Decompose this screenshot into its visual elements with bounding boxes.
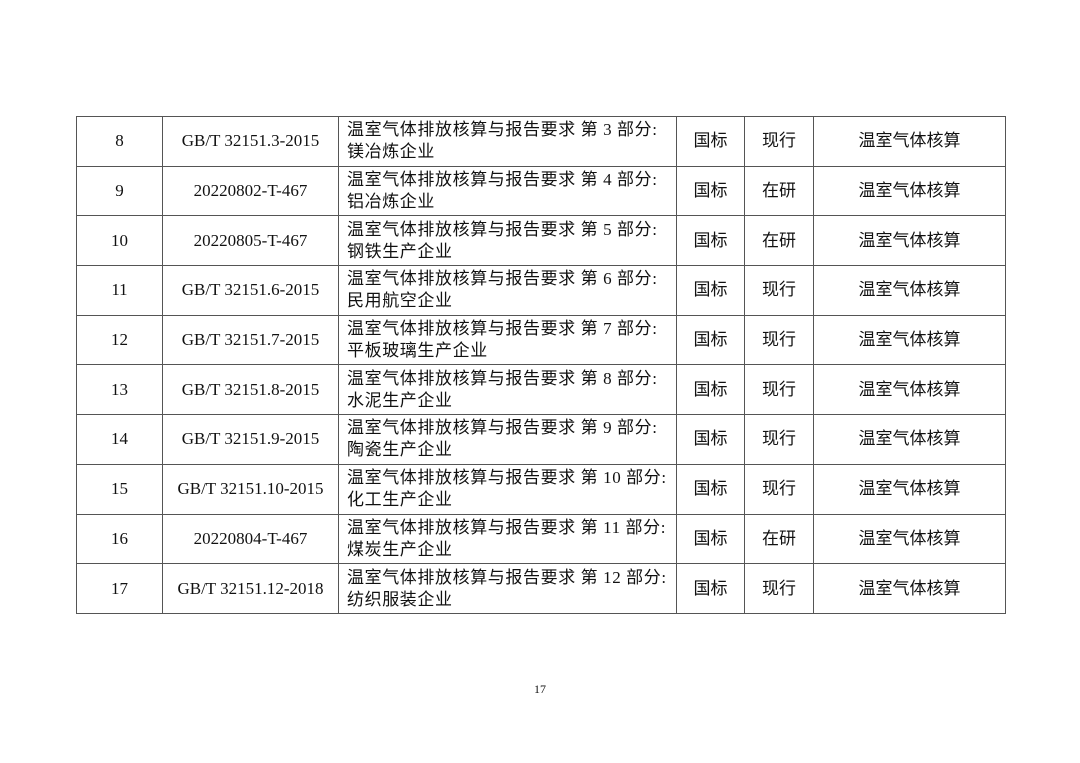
table-row: 8 GB/T 32151.3-2015 温室气体排放核算与报告要求 第 3 部分:镁… bbox=[76, 116, 1006, 167]
row-number: 10 bbox=[76, 215, 163, 267]
standard-type: 国标 bbox=[676, 414, 745, 465]
table-row: 15 GB/T 32151.10-2015 温室气体排放核算与报告要求 第 10 部… bbox=[76, 463, 1006, 515]
standard-code: GB/T 32151.10-2015 bbox=[162, 463, 339, 515]
standard-category: 温室气体核算 bbox=[813, 116, 1006, 167]
standard-title: 温室气体排放核算与报告要求 第 9 部分:陶瓷生产企业 bbox=[338, 414, 677, 465]
standard-code: GB/T 32151.6-2015 bbox=[162, 265, 339, 316]
standard-title: 温室气体排放核算与报告要求 第 10 部分:化工生产企业 bbox=[338, 463, 677, 515]
standard-category: 温室气体核算 bbox=[813, 463, 1006, 515]
row-number: 13 bbox=[76, 364, 163, 416]
table-row: 17 GB/T 32151.12-2018 温室气体排放核算与报告要求 第 12 部… bbox=[76, 563, 1006, 614]
table-row: 16 20220804-T-467 温室气体排放核算与报告要求 第 11 部分:煤炭… bbox=[76, 513, 1006, 565]
standards-table: 8 GB/T 32151.3-2015 温室气体排放核算与报告要求 第 3 部分:镁… bbox=[76, 116, 1006, 614]
standard-code: GB/T 32151.7-2015 bbox=[162, 314, 339, 366]
standard-category: 温室气体核算 bbox=[813, 513, 1006, 565]
standard-status: 现行 bbox=[744, 116, 814, 167]
table-body: 8 GB/T 32151.3-2015 温室气体排放核算与报告要求 第 3 部分:镁… bbox=[76, 116, 1006, 614]
row-number: 16 bbox=[76, 513, 163, 565]
table-row: 11 GB/T 32151.6-2015 温室气体排放核算与报告要求 第 6 部分:… bbox=[76, 265, 1006, 316]
standard-status: 现行 bbox=[744, 265, 814, 316]
standard-title: 温室气体排放核算与报告要求 第 12 部分:纺织服装企业 bbox=[338, 563, 677, 614]
row-number: 14 bbox=[76, 414, 163, 465]
standard-category: 温室气体核算 bbox=[813, 165, 1006, 217]
standard-type: 国标 bbox=[676, 513, 745, 565]
page-number: 17 bbox=[534, 682, 546, 696]
standard-title: 温室气体排放核算与报告要求 第 8 部分:水泥生产企业 bbox=[338, 364, 677, 416]
standard-type: 国标 bbox=[676, 563, 745, 614]
standard-category: 温室气体核算 bbox=[813, 414, 1006, 465]
standard-status: 现行 bbox=[744, 364, 814, 416]
standard-title: 温室气体排放核算与报告要求 第 5 部分:钢铁生产企业 bbox=[338, 215, 677, 267]
standard-title: 温室气体排放核算与报告要求 第 6 部分:民用航空企业 bbox=[338, 265, 677, 316]
row-number: 17 bbox=[76, 563, 163, 614]
table-row: 13 GB/T 32151.8-2015 温室气体排放核算与报告要求 第 8 部分:… bbox=[76, 364, 1006, 416]
row-number: 11 bbox=[76, 265, 163, 316]
row-number: 9 bbox=[76, 165, 163, 217]
table-row: 12 GB/T 32151.7-2015 温室气体排放核算与报告要求 第 7 部分:… bbox=[76, 314, 1006, 366]
standard-status: 现行 bbox=[744, 414, 814, 465]
standard-category: 温室气体核算 bbox=[813, 265, 1006, 316]
standard-status: 在研 bbox=[744, 513, 814, 565]
standard-type: 国标 bbox=[676, 463, 745, 515]
standard-category: 温室气体核算 bbox=[813, 215, 1006, 267]
standard-code: GB/T 32151.8-2015 bbox=[162, 364, 339, 416]
standard-type: 国标 bbox=[676, 364, 745, 416]
standard-title: 温室气体排放核算与报告要求 第 11 部分:煤炭生产企业 bbox=[338, 513, 677, 565]
standard-title: 温室气体排放核算与报告要求 第 3 部分:镁冶炼企业 bbox=[338, 116, 677, 167]
standard-code: 20220805-T-467 bbox=[162, 215, 339, 267]
standard-category: 温室气体核算 bbox=[813, 563, 1006, 614]
standard-type: 国标 bbox=[676, 215, 745, 267]
row-number: 12 bbox=[76, 314, 163, 366]
table-row: 14 GB/T 32151.9-2015 温室气体排放核算与报告要求 第 9 部分:… bbox=[76, 414, 1006, 465]
standard-code: GB/T 32151.9-2015 bbox=[162, 414, 339, 465]
standard-code: 20220802-T-467 bbox=[162, 165, 339, 217]
row-number: 8 bbox=[76, 116, 163, 167]
standard-type: 国标 bbox=[676, 314, 745, 366]
standard-title: 温室气体排放核算与报告要求 第 4 部分:铝冶炼企业 bbox=[338, 165, 677, 217]
row-number: 15 bbox=[76, 463, 163, 515]
standard-code: GB/T 32151.12-2018 bbox=[162, 563, 339, 614]
standard-code: 20220804-T-467 bbox=[162, 513, 339, 565]
standard-title: 温室气体排放核算与报告要求 第 7 部分:平板玻璃生产企业 bbox=[338, 314, 677, 366]
standard-status: 在研 bbox=[744, 215, 814, 267]
standard-category: 温室气体核算 bbox=[813, 314, 1006, 366]
table-row: 10 20220805-T-467 温室气体排放核算与报告要求 第 5 部分:钢铁生… bbox=[76, 215, 1006, 267]
table-row: 9 20220802-T-467 温室气体排放核算与报告要求 第 4 部分:铝冶炼企… bbox=[76, 165, 1006, 217]
standard-type: 国标 bbox=[676, 116, 745, 167]
standard-status: 现行 bbox=[744, 463, 814, 515]
standard-status: 在研 bbox=[744, 165, 814, 217]
standard-type: 国标 bbox=[676, 265, 745, 316]
standard-category: 温室气体核算 bbox=[813, 364, 1006, 416]
standard-code: GB/T 32151.3-2015 bbox=[162, 116, 339, 167]
standard-status: 现行 bbox=[744, 563, 814, 614]
standard-type: 国标 bbox=[676, 165, 745, 217]
standard-status: 现行 bbox=[744, 314, 814, 366]
